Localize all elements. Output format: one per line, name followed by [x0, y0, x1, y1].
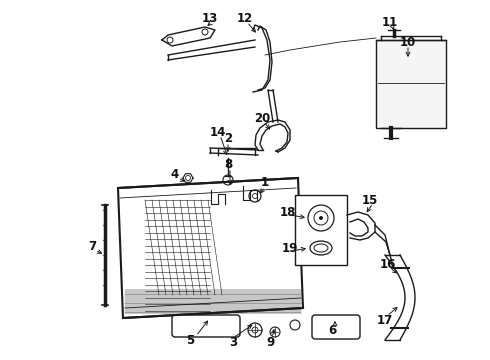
Text: 14: 14 [210, 126, 226, 139]
Text: 1: 1 [261, 176, 269, 189]
Circle shape [319, 216, 323, 220]
Text: 11: 11 [382, 15, 398, 28]
Text: 9: 9 [266, 336, 274, 348]
Text: 2: 2 [224, 131, 232, 144]
Text: 8: 8 [224, 158, 232, 171]
Text: 19: 19 [282, 242, 298, 255]
Text: 4: 4 [171, 168, 179, 181]
FancyBboxPatch shape [172, 315, 240, 337]
Text: 17: 17 [377, 314, 393, 327]
Text: 7: 7 [88, 240, 96, 253]
FancyBboxPatch shape [312, 315, 360, 339]
Text: 16: 16 [380, 258, 396, 271]
Text: 6: 6 [328, 324, 336, 337]
Bar [376, 40, 446, 128]
Text: 15: 15 [362, 194, 378, 207]
Text: 5: 5 [186, 333, 194, 346]
Text: 10: 10 [400, 36, 416, 49]
Text: 20: 20 [254, 112, 270, 125]
Text: 18: 18 [280, 206, 296, 219]
Text: 13: 13 [202, 12, 218, 24]
Bar [295, 195, 347, 265]
Text: 3: 3 [229, 336, 237, 348]
Text: 12: 12 [237, 12, 253, 24]
